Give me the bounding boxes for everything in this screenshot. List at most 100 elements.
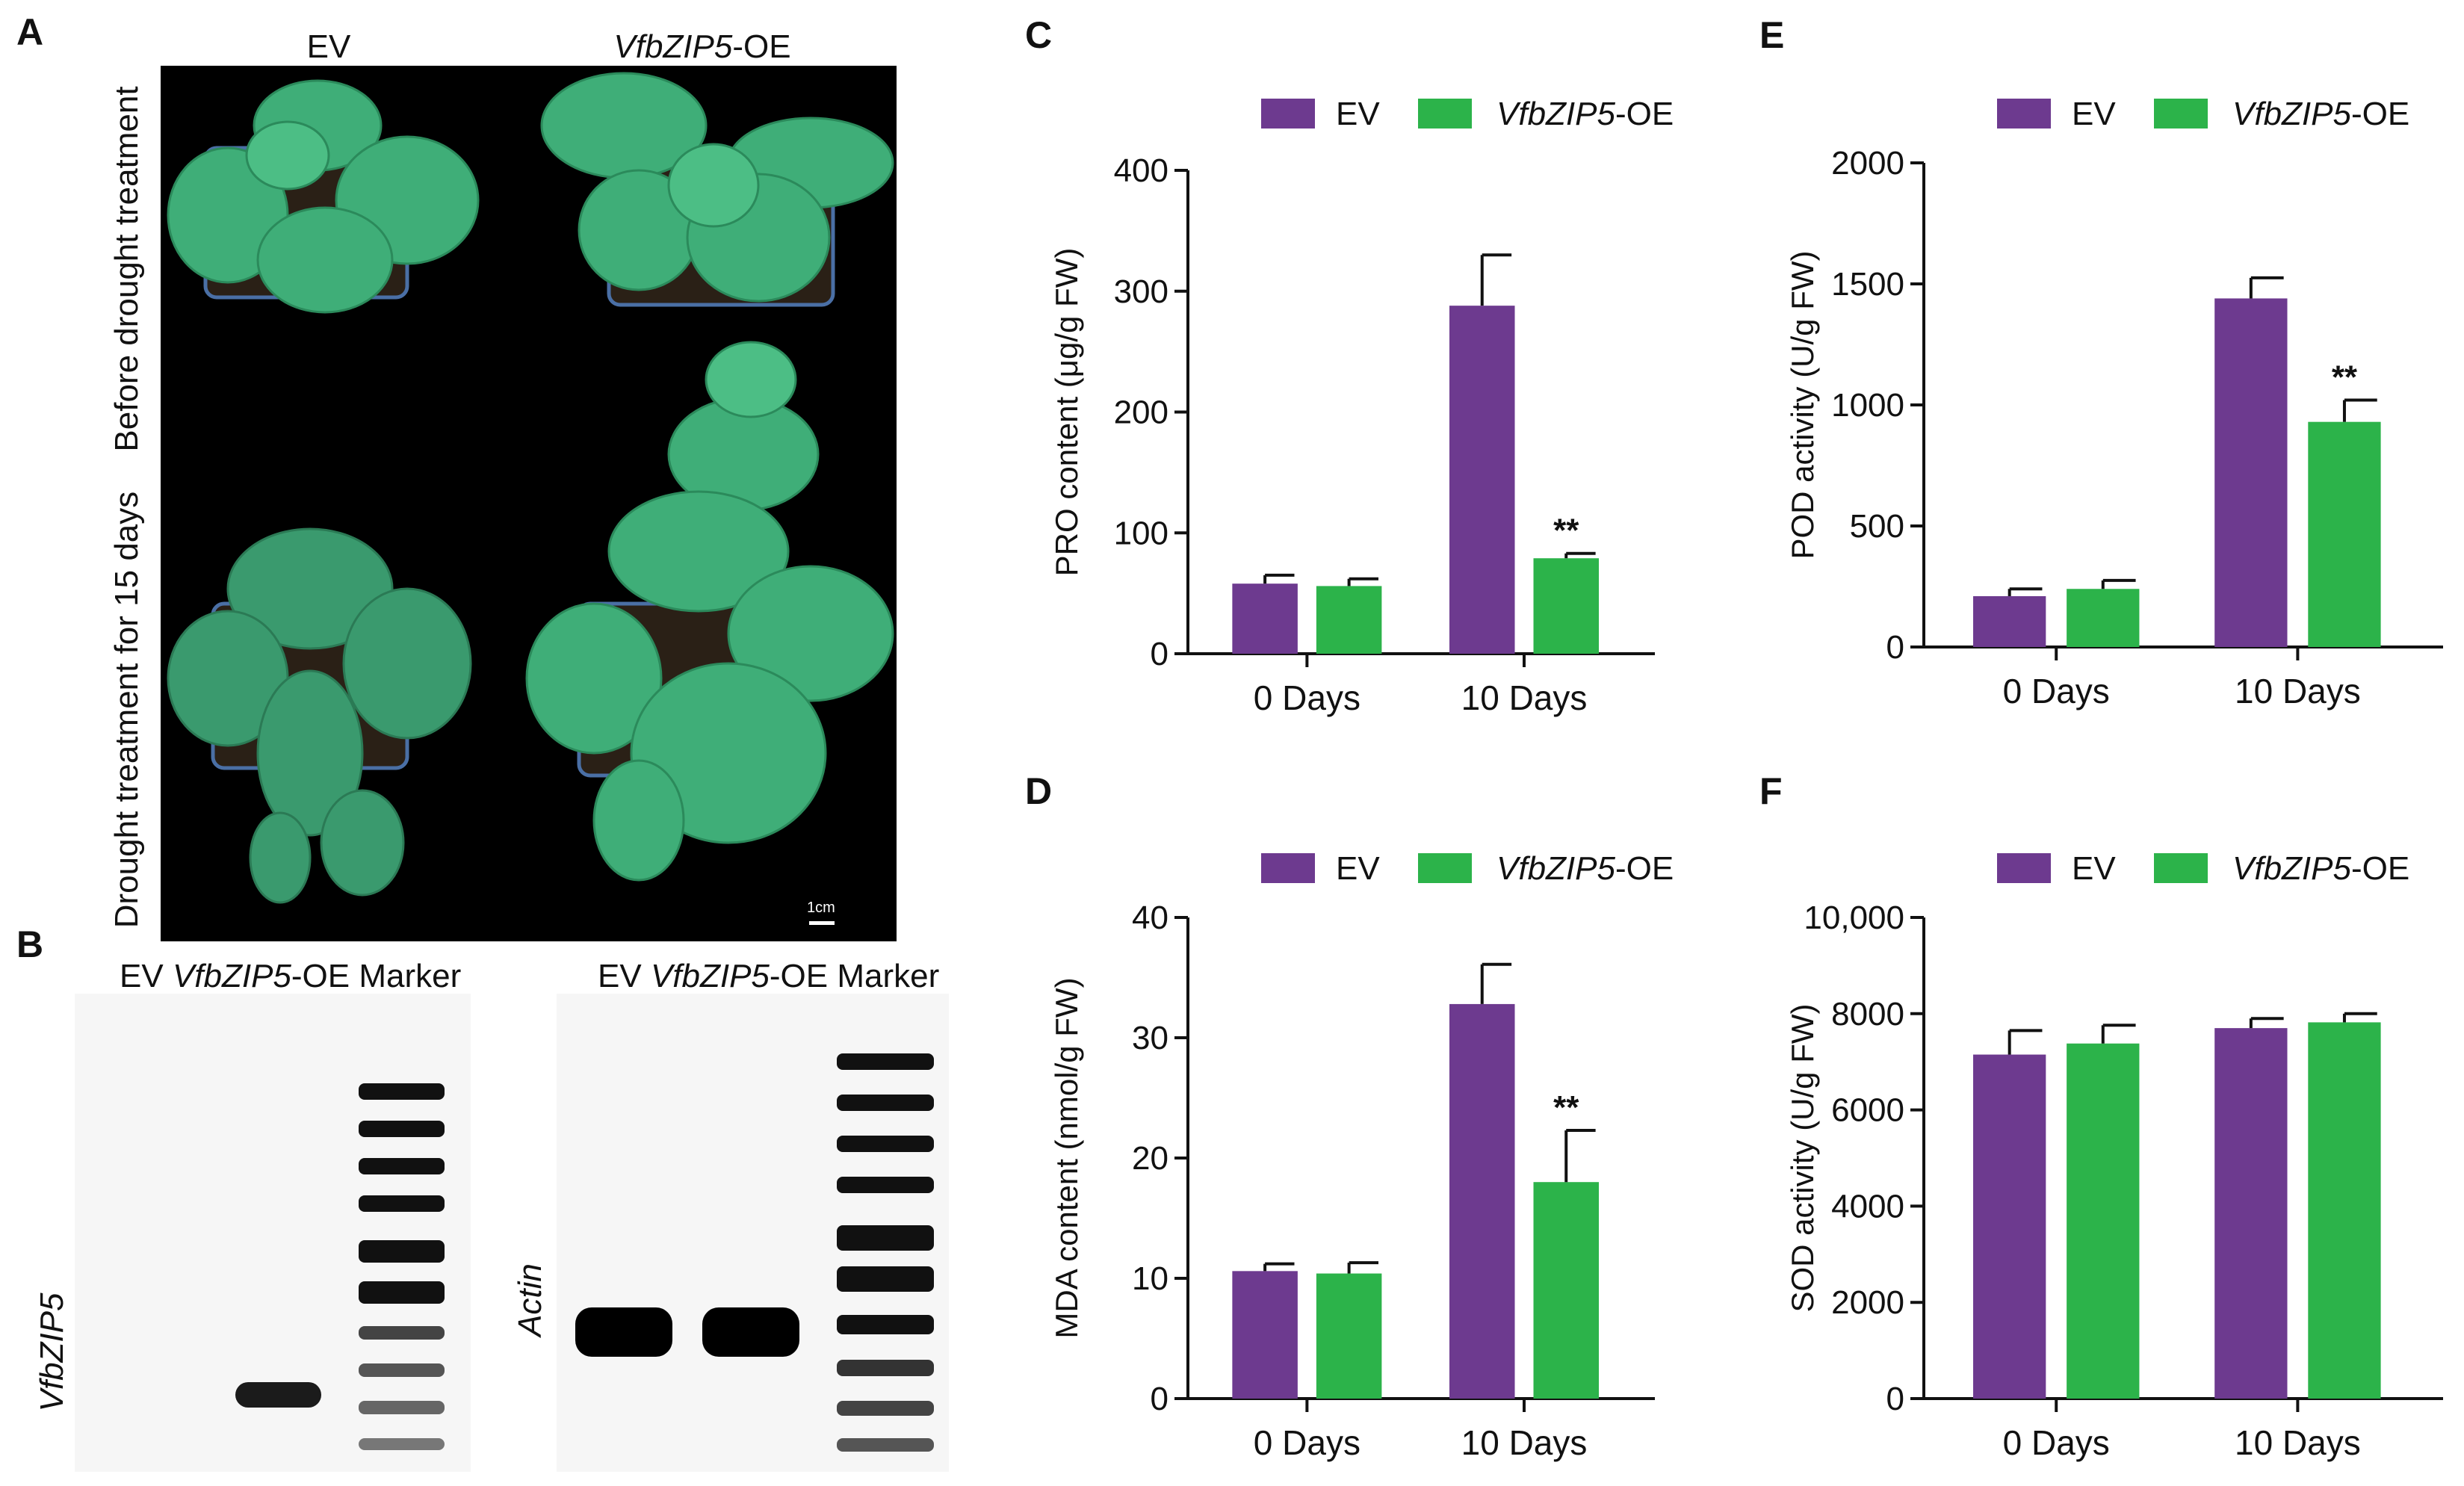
chart-d-bar [1533, 1182, 1599, 1399]
chart-e-y-tick-label: 500 [1850, 508, 1904, 545]
chart-d-legend-label-ev: EV [1336, 850, 1380, 887]
chart-f-y-label: SOD activity (U/g FW) [1785, 1003, 1820, 1312]
chart-d-legend-label-oe-gene: VfbZIP5 [1496, 850, 1615, 887]
chart-e-bar [2308, 421, 2381, 647]
plant-photo: 1cm [161, 66, 897, 941]
chart-d-y-tick-label: 30 [1132, 1020, 1168, 1056]
gel-right-labels: EV VfbZIP5-OE Marker [598, 958, 939, 995]
chart-c-y-tick-label: 0 [1151, 636, 1168, 672]
panel-letter-d: D [1025, 770, 1053, 812]
chart-d-y-tick-label: 0 [1151, 1381, 1168, 1417]
chart-e-bar [2214, 298, 2288, 647]
gel-right-lane-oe-suffix: -OE [769, 958, 829, 994]
chart-d-y-tick-label: 10 [1132, 1260, 1168, 1297]
chart-d-x-tick-label: 10 Days [1461, 1423, 1588, 1462]
chart-c-legend-swatch-ev [1261, 99, 1315, 129]
gel-right-lane-marker: Marker [837, 958, 940, 994]
gel-right-ladder-band [837, 1053, 934, 1070]
chart-f-x-tick-label: 10 Days [2235, 1423, 2361, 1462]
panel-letter-f: F [1759, 770, 1783, 812]
chart-d-bar [1232, 1271, 1298, 1399]
chart-f-legend-swatch-ev [1997, 853, 2051, 883]
chart-c-x-tick-label: 0 Days [1254, 678, 1361, 717]
panel-letter-b: B [16, 923, 44, 965]
gel-left-ladder-band [359, 1401, 445, 1414]
plant-photo-drawing [167, 72, 894, 925]
chart-c-legend-label-oe-suffix: -OE [1615, 96, 1674, 132]
chart-f-legend-swatch-oe [2154, 853, 2208, 883]
photo-col-oe: VfbZIP5-OE [590, 28, 814, 66]
gel-right-ladder-band [837, 1177, 934, 1193]
chart-f-legend-label-oe-gene: VfbZIP5 [2232, 850, 2351, 887]
chart-f-legend-label-ev: EV [2072, 850, 2116, 887]
chart-f-y-tick-label: 2000 [1831, 1284, 1904, 1321]
chart-f-y-tick-label: 0 [1886, 1381, 1904, 1417]
chart-e-x-tick-label: 10 Days [2235, 672, 2361, 711]
chart-c-y-tick-label: 300 [1114, 273, 1168, 310]
gel-left-lane-marker: Marker [359, 958, 462, 994]
photo-row-after: Drought treatment for 15 days [108, 491, 145, 929]
gel-left-ladder-band [359, 1363, 445, 1377]
gel-right-lane-oe-gene: VfbZIP5 [650, 958, 770, 994]
gel-right-lane-ev: EV [598, 958, 642, 994]
gel-left-band-oe [235, 1382, 321, 1408]
photo-col-oe-gene: VfbZIP5 [613, 28, 733, 65]
chart-e-bar [1973, 595, 2046, 647]
gel-right-gene-label: Actin [512, 1263, 548, 1337]
chart-c-bar [1316, 586, 1382, 654]
gel-right-ladder-band [837, 1401, 934, 1416]
photo-col-oe-suffix: -OE [732, 28, 791, 65]
chart-e-bar [2067, 589, 2140, 647]
chart-e-y-label: POD activity (U/g FW) [1785, 250, 1820, 559]
chart-e-y-tick-label: 1500 [1831, 266, 1904, 303]
chart-c-legend-swatch-oe [1418, 99, 1472, 129]
gel-left-ladder-band [359, 1281, 445, 1304]
gel-right-ladder-band [837, 1225, 934, 1251]
gel-left-lane-oe-gene: VfbZIP5 [172, 958, 291, 994]
gel-left [75, 994, 471, 1472]
chart-f-bar [1973, 1054, 2046, 1399]
chart-e-legend-swatch-ev [1997, 99, 2051, 129]
chart-f-legend-label-oe-suffix: -OE [2351, 850, 2409, 887]
chart-e-legend-label-oe-suffix: -OE [2351, 96, 2409, 132]
chart-d-y-tick-label: 20 [1132, 1140, 1168, 1177]
gel-right [557, 994, 949, 1472]
chart-d-y-label: MDA content (nmol/g FW) [1049, 977, 1084, 1338]
chart-f-y-tick-label: 10,000 [1804, 900, 1904, 936]
chart-d-legend-label-oe: VfbZIP5-OE [1496, 850, 1674, 887]
panel-letter-c: C [1025, 14, 1053, 56]
chart-d-y-tick-label: 40 [1132, 900, 1168, 936]
chart-c-bar [1533, 558, 1599, 654]
chart-c-y-tick-label: 400 [1114, 152, 1168, 189]
chart-e-legend-swatch-oe [2154, 99, 2208, 129]
gel-right-ladder-band [837, 1438, 934, 1452]
gel-left-ladder-band [359, 1326, 445, 1340]
chart-f-y-tick-label: 4000 [1831, 1188, 1904, 1225]
chart-c-bar [1232, 583, 1298, 654]
gel-right-band-ev [575, 1307, 672, 1357]
gel-right-band-oe [702, 1307, 799, 1357]
chart-e-y-tick-label: 1000 [1831, 387, 1904, 424]
chart-d-legend-swatch-oe [1418, 853, 1472, 883]
scale-bar-label: 1cm [807, 900, 835, 916]
gel-left-gene-label: VfbZIP5 [34, 1292, 70, 1412]
gel-left-ladder-band [359, 1195, 445, 1212]
gel-right-ladder-band [837, 1095, 934, 1111]
gel-left-labels: EV VfbZIP5-OE Marker [120, 958, 461, 995]
photo-col-ev: EV [306, 28, 351, 65]
gel-right-ladder-band [837, 1136, 934, 1152]
gel-left-ladder-band [359, 1121, 445, 1137]
chart-e-x-tick-label: 0 Days [2003, 672, 2110, 711]
chart-f-y-tick-label: 8000 [1831, 996, 1904, 1033]
gel-left-ladder-band [359, 1438, 445, 1450]
chart-d-significance: ** [1553, 1089, 1579, 1126]
gel-left-ladder-band [359, 1240, 445, 1263]
chart-e-legend-label-ev: EV [2072, 96, 2116, 132]
chart-f-bar [2214, 1028, 2288, 1399]
gel-left-lane-ev: EV [120, 958, 164, 994]
chart-d-bar [1316, 1273, 1382, 1399]
chart-c-bar [1449, 306, 1515, 654]
chart-e-legend-label-oe: VfbZIP5-OE [2232, 96, 2409, 132]
chart-f-bar [2308, 1022, 2381, 1399]
chart-d-legend-label-oe-suffix: -OE [1615, 850, 1674, 887]
